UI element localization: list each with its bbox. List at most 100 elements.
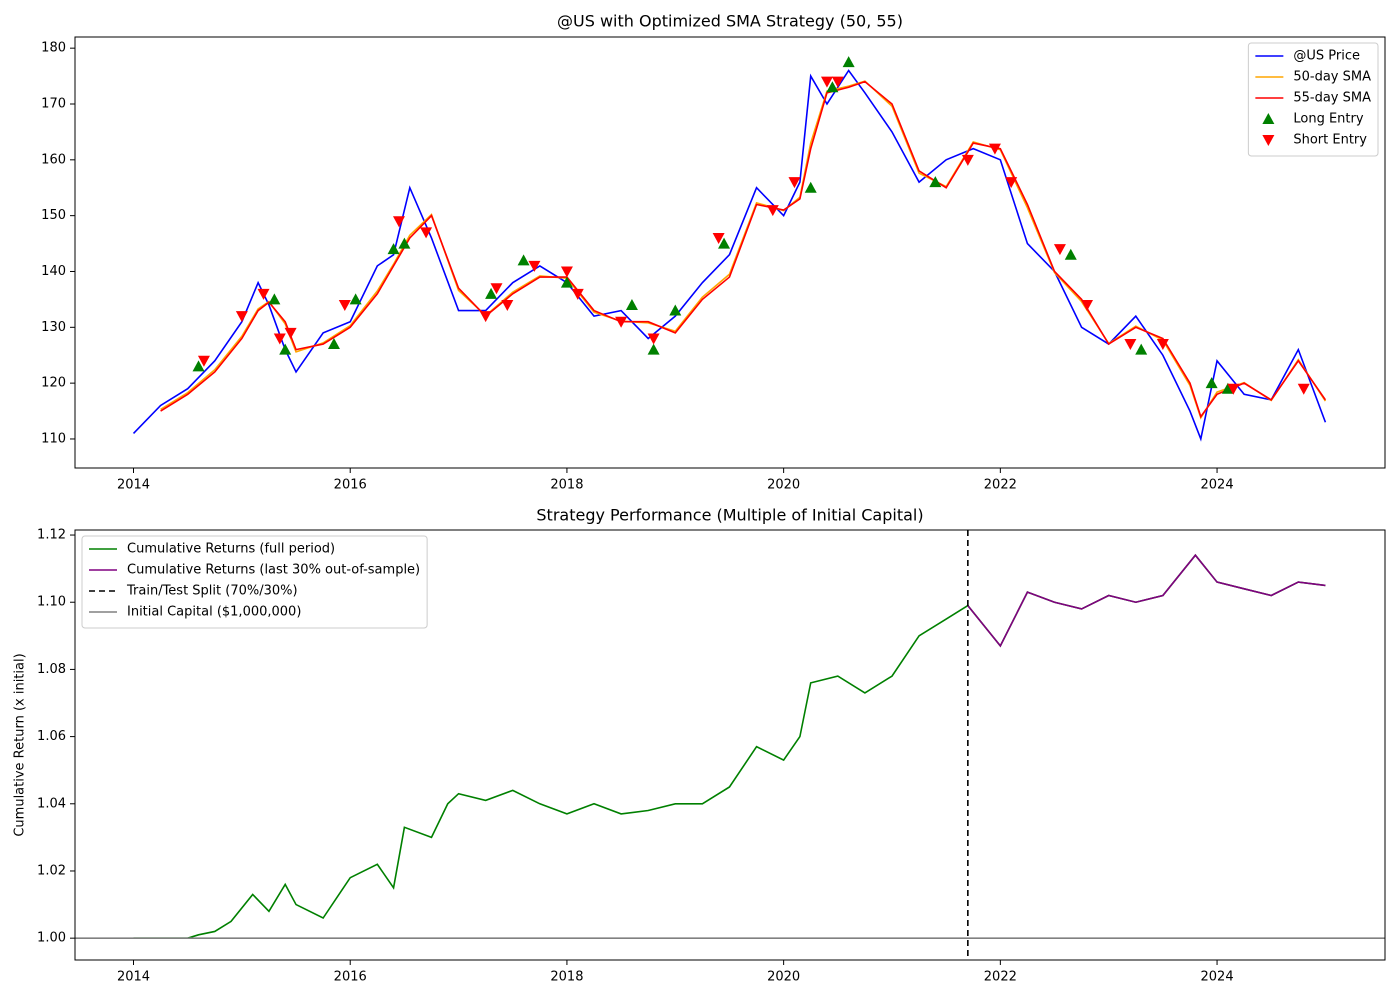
entry-marker — [279, 343, 292, 355]
y-tick-label: 120 — [41, 376, 66, 391]
entry-marker — [349, 293, 362, 305]
entry-marker — [615, 316, 628, 328]
axes-frame — [74, 529, 1386, 961]
entry-marker — [647, 333, 660, 345]
entry-marker — [528, 260, 541, 272]
y-tick-label: 110 — [41, 431, 66, 446]
entry-marker — [1064, 248, 1077, 260]
x-tick-label: 2022 — [984, 970, 1017, 985]
entry-marker — [961, 154, 974, 166]
entry-marker — [387, 243, 400, 255]
entry-marker — [420, 227, 433, 239]
entry-marker — [257, 288, 270, 300]
legend-label: 50-day SMA — [1293, 70, 1371, 85]
entry-marker — [490, 283, 503, 295]
legend: Cumulative Returns (full period) Cumulati… — [81, 535, 428, 629]
y-axis-label: Cumulative Return (x initial) — [13, 653, 28, 836]
entry-marker — [327, 338, 340, 350]
legend-box — [1247, 42, 1379, 157]
entry-marker — [560, 266, 573, 278]
entry-marker — [501, 299, 514, 311]
entry-marker — [479, 311, 492, 323]
y-tick-label: 170 — [41, 96, 66, 111]
entry-marker — [392, 216, 405, 228]
entry-marker — [571, 288, 584, 300]
entry-marker — [842, 56, 855, 68]
entry-marker — [647, 343, 660, 355]
entry-marker — [338, 299, 351, 311]
entry-marker — [669, 304, 682, 316]
entry-marker — [268, 293, 281, 305]
entry-marker — [831, 76, 844, 88]
entry-marker — [284, 327, 297, 339]
x-tick-label: 2020 — [767, 970, 800, 985]
entry-marker — [560, 276, 573, 288]
y-tick-label: 1.12 — [37, 528, 66, 543]
series-line — [132, 69, 1327, 442]
entry-marker — [820, 76, 833, 88]
entry-marker — [625, 298, 638, 310]
y-tick-label: 1.02 — [37, 863, 66, 878]
legend-label: Short Entry — [1293, 133, 1367, 148]
entry-marker — [1053, 244, 1066, 256]
entry-marker — [1124, 339, 1137, 351]
entry-marker — [1081, 299, 1094, 311]
entry-marker — [398, 237, 411, 249]
series-line — [160, 80, 1327, 420]
entry-marker — [929, 176, 942, 188]
legend-label: Cumulative Returns (last 30% out-of-samp… — [127, 563, 420, 578]
y-tick-label: 180 — [41, 41, 66, 56]
chart-title: @US with Optimized SMA Strategy (50, 55) — [557, 12, 903, 31]
entry-marker — [988, 143, 1001, 155]
entry-marker — [197, 355, 210, 367]
entry-marker — [712, 232, 725, 244]
legend-label: Cumulative Returns (full period) — [127, 542, 335, 557]
entry-marker — [766, 205, 779, 217]
chart-title: Strategy Performance (Multiple of Initia… — [536, 506, 923, 525]
y-tick-label: 1.04 — [37, 796, 66, 811]
entry-marker — [826, 81, 839, 93]
x-tick-label: 2020 — [767, 478, 800, 493]
x-tick-label: 2022 — [984, 478, 1017, 493]
series-line — [967, 553, 1326, 648]
x-tick-label: 2014 — [117, 478, 150, 493]
x-tick-label: 2018 — [550, 970, 583, 985]
series-line — [160, 80, 1327, 419]
x-tick-label: 2024 — [1201, 970, 1234, 985]
y-tick-label: 1.06 — [37, 729, 66, 744]
entry-marker — [273, 333, 286, 345]
x-tick-label: 2018 — [550, 478, 583, 493]
legend: @US Price 50-day SMA 55-day SMA Long Entry S… — [1247, 42, 1379, 157]
axes-frame — [74, 36, 1386, 469]
entry-marker — [1205, 377, 1218, 389]
legend-label: Train/Test Split (70%/30%) — [126, 584, 298, 599]
plot-area — [132, 56, 1327, 442]
panel: @US with Optimized SMA Strategy (50, 55)… — [41, 12, 1386, 493]
y-tick-label: 1.00 — [37, 931, 66, 946]
entry-marker — [1227, 383, 1240, 395]
entry-marker — [192, 360, 205, 372]
plot-area — [75, 530, 1385, 960]
entry-marker — [1135, 343, 1148, 355]
entry-marker — [1297, 383, 1310, 395]
entry-marker — [718, 237, 731, 249]
y-tick-label: 140 — [41, 264, 66, 279]
y-tick-label: 1.08 — [37, 662, 66, 677]
legend-box — [81, 535, 428, 629]
x-tick-label: 2016 — [334, 478, 367, 493]
legend-marker — [1262, 135, 1275, 146]
y-tick-label: 130 — [41, 320, 66, 335]
legend-marker — [1262, 113, 1275, 124]
legend-label: Initial Capital ($1,000,000) — [127, 605, 301, 620]
panel: Strategy Performance (Multiple of Initia… — [13, 506, 1386, 985]
entry-marker — [1005, 177, 1018, 189]
entry-marker — [235, 311, 248, 323]
entry-marker — [1156, 339, 1169, 351]
entry-marker — [517, 254, 530, 266]
y-tick-label: 1.10 — [37, 595, 66, 610]
entry-marker — [788, 177, 801, 189]
y-tick-label: 160 — [41, 152, 66, 167]
legend-label: @US Price — [1293, 49, 1360, 64]
